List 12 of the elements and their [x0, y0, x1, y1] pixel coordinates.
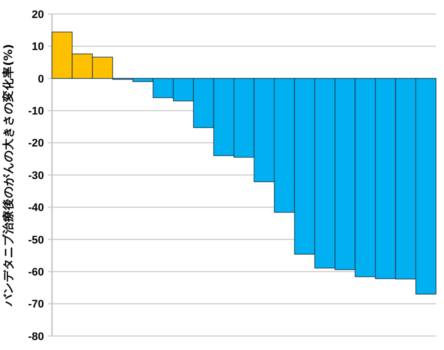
y-tick-label: 0 — [38, 73, 44, 86]
y-axis-title: バンデタニブ治療後のがんの大きさの変化率(%) — [1, 44, 15, 308]
y-tick-label: -30 — [28, 170, 44, 182]
y-tick-label: -50 — [28, 234, 44, 246]
y-tick-label: -40 — [28, 202, 44, 214]
y-tick-label: -60 — [28, 266, 44, 278]
y-tick-label: -10 — [28, 105, 44, 118]
y-tick-label: 10 — [32, 41, 44, 54]
y-tick-label: -20 — [28, 138, 44, 150]
y-tick-label: -80 — [28, 330, 44, 343]
y-tick-label: -70 — [28, 298, 44, 311]
y-tick-label: 20 — [32, 8, 44, 21]
